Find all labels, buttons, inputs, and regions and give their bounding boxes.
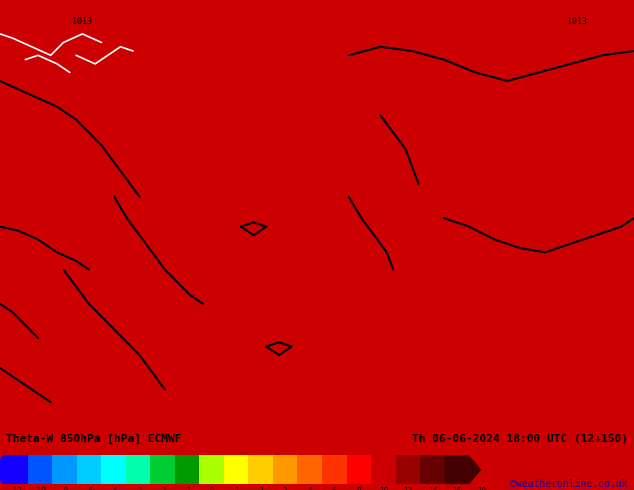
Polygon shape — [249, 455, 273, 484]
Polygon shape — [297, 455, 322, 484]
Polygon shape — [0, 455, 3, 484]
Text: 18: 18 — [477, 487, 486, 490]
Text: 16: 16 — [452, 487, 462, 490]
Text: ©weatheronline.co.uk: ©weatheronline.co.uk — [510, 479, 628, 489]
Polygon shape — [224, 455, 249, 484]
Polygon shape — [28, 455, 52, 484]
Text: 3: 3 — [283, 487, 288, 490]
Text: 1013: 1013 — [72, 17, 93, 25]
Text: 8: 8 — [356, 487, 361, 490]
Polygon shape — [199, 455, 224, 484]
Text: 4: 4 — [307, 487, 312, 490]
Polygon shape — [77, 455, 101, 484]
Text: -10: -10 — [33, 487, 47, 490]
Polygon shape — [347, 455, 371, 484]
Polygon shape — [126, 455, 150, 484]
Text: 10: 10 — [378, 487, 388, 490]
Text: Th 06-06-2024 18:00 UTC (12+150): Th 06-06-2024 18:00 UTC (12+150) — [411, 434, 628, 444]
Polygon shape — [322, 455, 347, 484]
Text: 12: 12 — [403, 487, 413, 490]
Polygon shape — [3, 455, 28, 484]
Text: 14: 14 — [428, 487, 437, 490]
Polygon shape — [444, 455, 481, 484]
Text: 1: 1 — [234, 487, 238, 490]
Polygon shape — [150, 455, 175, 484]
Text: 1013: 1013 — [567, 17, 587, 25]
Polygon shape — [396, 455, 420, 484]
Polygon shape — [52, 455, 77, 484]
Polygon shape — [273, 455, 297, 484]
Text: -8: -8 — [60, 487, 69, 490]
Text: Theta-W 850hPa [hPa] ECMWF: Theta-W 850hPa [hPa] ECMWF — [6, 434, 182, 444]
Text: -6: -6 — [84, 487, 94, 490]
Polygon shape — [175, 455, 199, 484]
Text: 2: 2 — [259, 487, 263, 490]
Text: -1: -1 — [183, 487, 191, 490]
Text: -2: -2 — [158, 487, 167, 490]
Polygon shape — [371, 455, 396, 484]
Text: 6: 6 — [332, 487, 337, 490]
Text: 0: 0 — [209, 487, 214, 490]
Polygon shape — [420, 455, 444, 484]
Text: -12: -12 — [8, 487, 22, 490]
Text: -4: -4 — [109, 487, 118, 490]
Text: -3: -3 — [133, 487, 143, 490]
Polygon shape — [101, 455, 126, 484]
